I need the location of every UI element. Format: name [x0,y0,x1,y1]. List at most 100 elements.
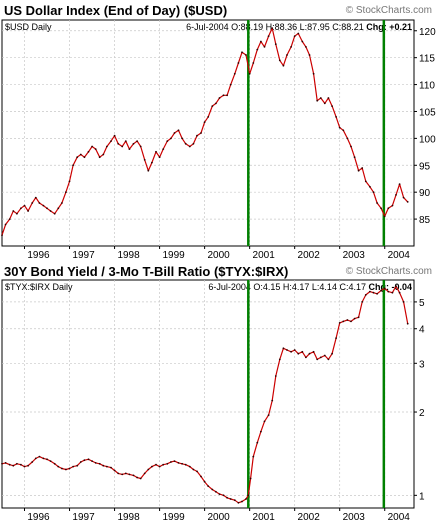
data-point [241,500,243,503]
data-point [249,477,252,480]
y-tick-label: 1 [419,491,425,502]
x-tick-label: 1998 [117,250,140,261]
data-point [301,40,304,43]
data-point [203,480,206,483]
x-tick-label: 2001 [253,250,276,261]
data-point [350,320,352,323]
data-point [12,210,15,212]
data-point [166,140,169,143]
data-point [335,337,337,339]
data-point [132,474,135,477]
data-point [27,464,29,467]
data-point [192,142,195,145]
data-point [184,463,187,466]
data-point [357,169,360,172]
data-point [42,204,45,207]
y-tick-label: 5 [419,298,425,309]
data-point [177,129,180,132]
data-point [57,465,60,468]
data-point [308,54,311,56]
data-point [31,202,34,204]
data-point [42,457,45,460]
data-point [278,358,281,361]
data-point [8,218,11,221]
symbol-label: $USD Daily [5,22,52,32]
data-point [151,465,153,468]
chart-title-usd: US Dollar Index (End of Day) ($USD) [4,3,227,18]
data-point [323,102,326,105]
data-point [98,156,101,159]
x-tick-label: 2000 [207,512,230,523]
data-point [102,464,105,467]
data-point [267,414,270,416]
data-point [380,289,382,292]
data-point [102,153,105,156]
data-point [398,291,401,294]
data-point [211,105,214,107]
data-point [57,207,60,210]
data-point [124,140,127,143]
x-tick-label: 1996 [27,512,50,523]
data-point [110,140,112,143]
data-point [248,72,251,75]
data-point [361,167,364,169]
data-point [121,145,124,148]
data-point [16,212,18,215]
data-point [319,356,322,359]
data-point [23,204,26,207]
chart-title-ratio: 30Y Bond Yield / 3-Mo T-Bill Ratio ($TYX… [4,264,288,279]
data-point [188,465,191,468]
data-point [207,116,210,118]
data-point [372,191,375,194]
x-tick-label: 2003 [343,512,366,523]
data-point [237,62,240,64]
data-point [364,294,367,296]
data-point [256,48,259,51]
data-point [20,207,22,210]
data-point [233,499,236,502]
data-point [128,148,131,151]
quote-change: Chg: +0.21 [364,22,412,32]
data-point [226,496,229,499]
data-point [207,485,210,487]
data-point [34,457,37,460]
data-point [391,291,394,294]
data-point [23,465,26,468]
x-tick-label: 2002 [298,512,321,523]
y-tick-label: 90 [419,188,431,199]
data-point [12,464,15,467]
data-point [155,150,157,153]
data-point [237,501,240,504]
data-point [327,97,330,99]
data-point [117,142,120,145]
data-point [139,477,142,480]
symbol-label: $TYX:$IRX Daily [5,282,73,292]
data-point [121,473,124,476]
data-point [53,462,56,465]
data-point [4,223,7,226]
quote-close: C:4.17 [337,282,366,292]
data-point [301,350,304,353]
data-point [136,140,139,143]
data-point [76,156,79,159]
data-point [68,180,71,183]
data-point [181,462,184,465]
data-point [241,51,243,54]
data-point [376,292,378,295]
quote-line: 6-Jul-2004 O:4.15 H:4.17 L:4.14 C:4.17 C… [208,282,412,292]
data-point [139,145,142,148]
x-tick-label: 2004 [388,512,411,523]
data-point [327,358,330,361]
data-point [49,210,52,212]
data-point [76,464,79,467]
data-point [1,234,3,237]
data-point [252,62,255,64]
data-point [34,196,37,199]
data-point [316,358,319,361]
y-tick-label: 100 [419,134,436,145]
x-tick-label: 2003 [343,250,366,261]
x-tick-label: 2002 [298,250,321,261]
y-tick-label: 2 [419,408,425,419]
data-point [132,142,135,145]
